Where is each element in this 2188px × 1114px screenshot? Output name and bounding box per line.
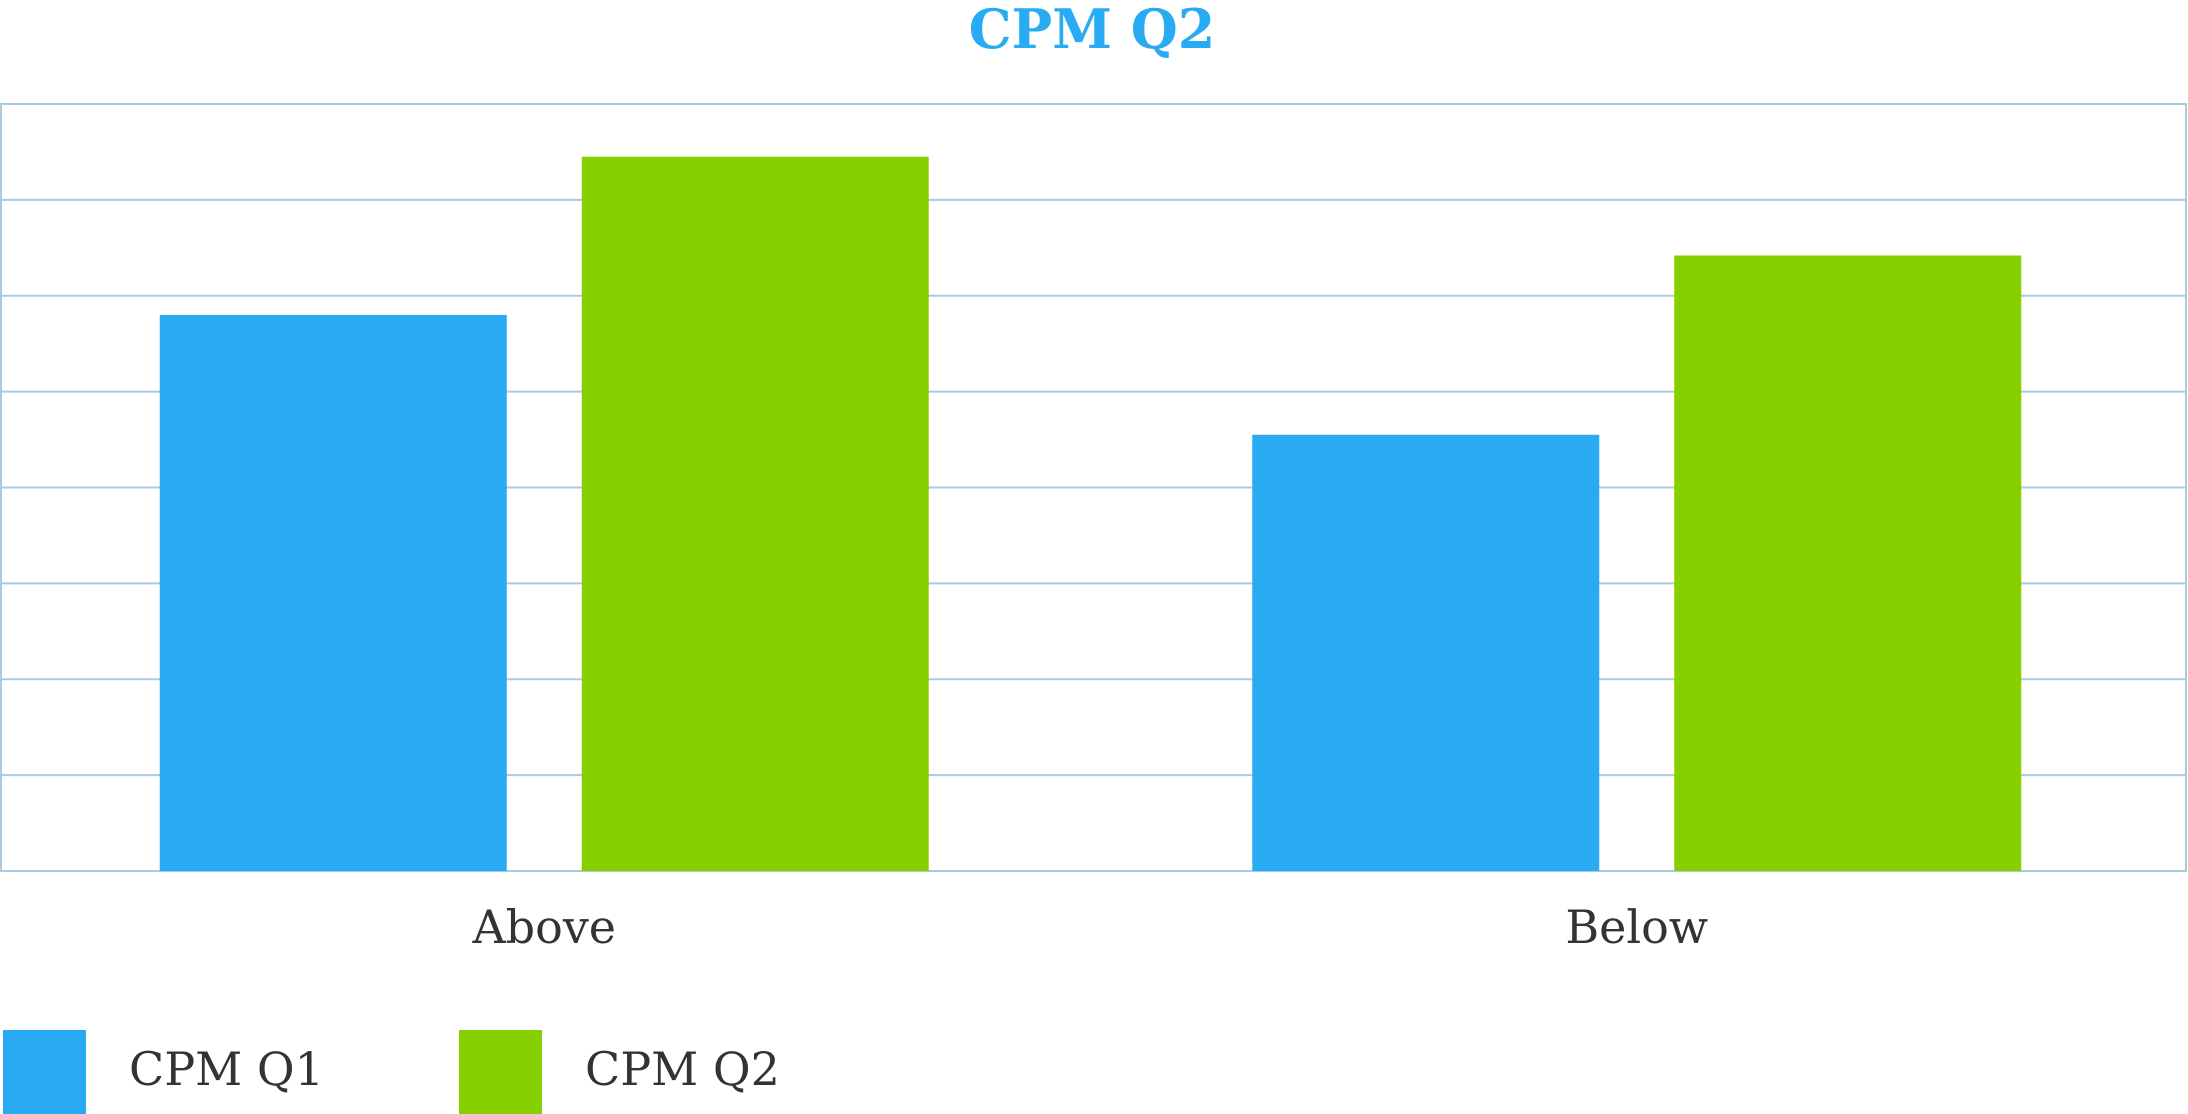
legend-swatch-cpm-q1 (3, 1030, 86, 1114)
legend-label-cpm-q2: CPM Q2 (585, 1042, 780, 1096)
legend: CPM Q1 CPM Q2 (3, 1030, 780, 1114)
category-labels: Above Below (471, 900, 1708, 954)
legend-swatch-cpm-q2 (459, 1030, 542, 1114)
legend-label-cpm-q1: CPM Q1 (129, 1042, 324, 1096)
bar-below-cpm-q1 (1252, 434, 1600, 871)
bar-above-cpm-q1 (159, 314, 507, 871)
bar-below-cpm-q2 (1674, 255, 2022, 872)
category-label-above: Above (471, 900, 616, 954)
category-label-below: Below (1565, 900, 1708, 954)
bars (159, 156, 2022, 872)
plot-frame (0, 103, 2187, 872)
bar-above-cpm-q2 (581, 156, 929, 871)
chart-title: CPM Q2 (969, 0, 1216, 61)
